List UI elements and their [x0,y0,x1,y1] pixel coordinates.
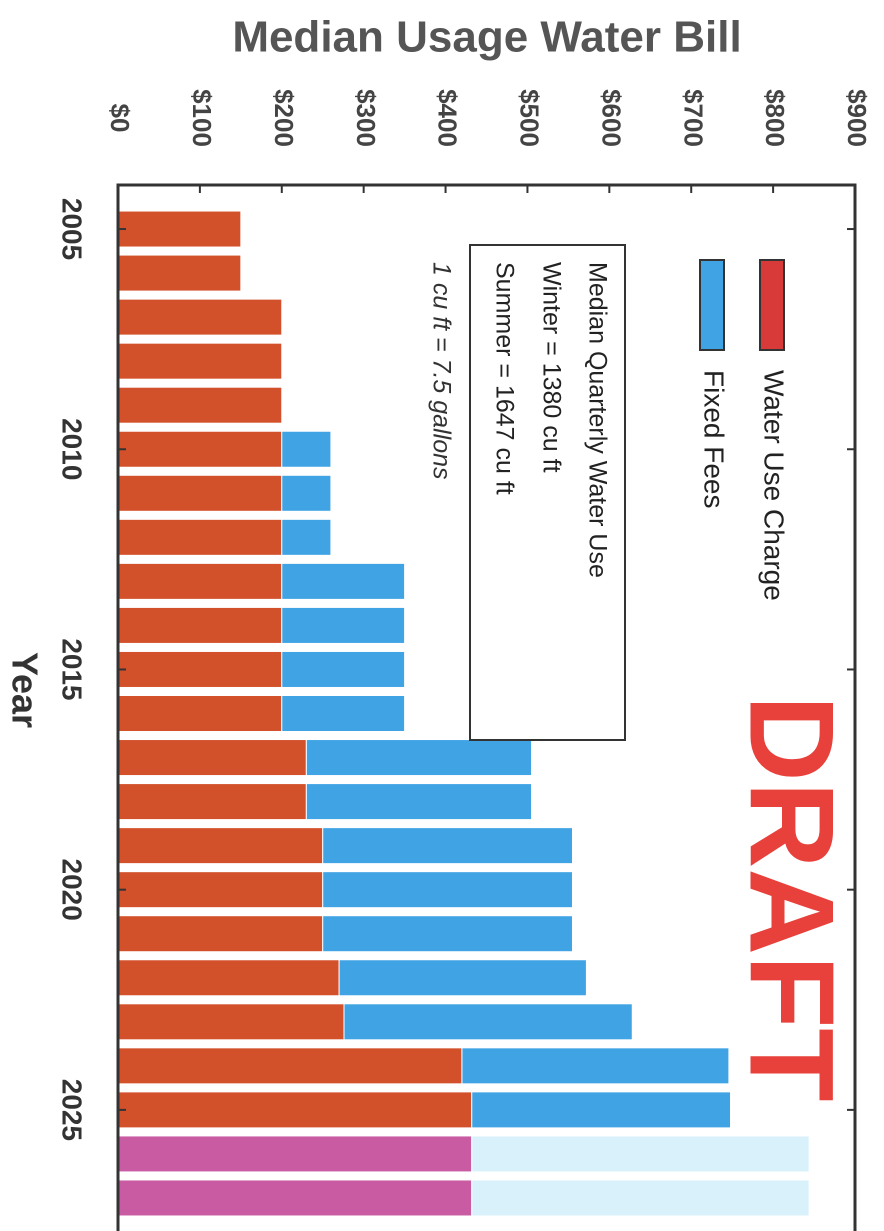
bar-segment [322,871,573,909]
bar-segment [117,1003,345,1041]
bar-segment [117,298,283,336]
bar-segment [281,606,406,644]
legend-label: Water Use Charge [759,370,790,601]
legend-swatch [759,259,785,351]
bar-segment [117,562,283,600]
y-tick-label: $800 [760,89,790,147]
bar-segment [117,915,324,953]
y-tick-label: $500 [515,89,545,147]
y-tick-label: $400 [433,89,463,147]
y-tick-label: $0 [105,104,135,133]
y-tick-label: $900 [842,89,872,147]
bar-segment [117,1047,463,1085]
bar-segment [117,827,324,865]
bar-segment [117,739,307,777]
bar-segment [343,1003,633,1041]
note-text: 1 cu ft = 7.5 gallons [427,262,455,480]
legend-swatch [699,259,725,351]
bar-segment [117,1135,473,1173]
bar-segment [281,518,332,556]
bar-segment [281,430,332,468]
bar-segment [117,474,283,512]
y-tick-label: $300 [351,89,381,147]
note-text: Winter = 1380 cu ft [537,262,565,473]
y-tick-label: $200 [269,89,299,147]
bar-segment [117,606,283,644]
bar-segment [117,342,283,380]
bar-segment [117,254,242,292]
note-text: Median Quarterly Water Use [583,262,611,578]
note-box [469,244,626,741]
x-tick-label: 2025 [57,1079,88,1141]
x-tick-label: 2015 [57,638,88,700]
y-tick-label: $700 [678,89,708,147]
bar-segment [117,518,283,556]
bar-segment [461,1047,730,1085]
x-tick-label: 2005 [57,198,88,260]
bar-segment [471,1135,810,1173]
bar-segment [117,695,283,733]
note-text: Summer = 1647 cu ft [490,262,518,495]
bar-segment [471,1091,732,1129]
bar-segment [117,650,283,688]
bar-segment [117,430,283,468]
bar-segment [117,210,242,248]
chart-title: Median Usage Water Bill [232,13,741,62]
bar-segment [117,1091,473,1129]
bar-segment [117,959,340,997]
bar-segment [281,562,406,600]
y-tick-label: $100 [187,89,217,147]
bar-segment [281,650,406,688]
plot-area [117,210,810,1217]
bar-segment [338,959,587,997]
draft-stamp: DRAFT [724,695,858,1102]
legend-label: Fixed Fees [699,370,730,509]
y-tick-label: $600 [596,89,626,147]
bar-segment [281,474,332,512]
bar-segment [117,871,324,909]
x-tick-label: 2020 [57,859,88,921]
bar-segment [117,386,283,424]
bar-segment [305,739,533,777]
bar-segment [471,1179,810,1217]
x-axis-title: Year [4,652,45,728]
bar-segment [117,1179,473,1217]
bar-segment [322,827,573,865]
bar-segment [117,783,307,821]
x-tick-label: 2010 [57,418,88,480]
bar-segment [281,695,406,733]
bar-segment [322,915,573,953]
plot-frame [116,183,857,1231]
bar-segment [305,783,533,821]
